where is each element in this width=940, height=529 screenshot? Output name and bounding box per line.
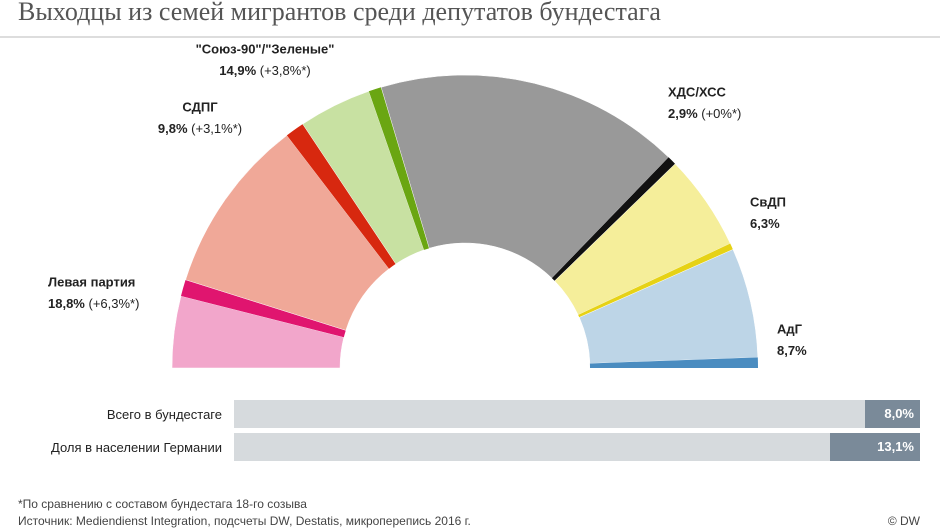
value-label: 8,0% [884,406,914,421]
party-name: АдГ [777,321,803,336]
party-segment [578,249,759,364]
migrant-share [368,87,430,250]
migrant-share [180,279,346,338]
change-label: (+3,8%*) [260,63,311,78]
category-label: Доля в населении Германии [51,439,222,455]
value-label: 14,9% [219,63,256,78]
migrant-share [578,243,733,318]
bar-track: 8,0% [234,400,920,428]
party-segment [554,163,731,316]
party-value: 14,9% (+3,8%*) [219,63,310,78]
value-label: 8,7% [777,343,807,358]
chart-title: Выходцы из семей мигрантов среди депутат… [18,0,661,26]
party-value: 9,8% (+3,1%*) [158,121,242,136]
party-segment [171,295,345,369]
chart: Выходцы из семей мигрантов среди депутат… [0,0,940,369]
party-name: Левая партия [48,274,135,289]
party-segment [380,74,669,279]
bar-track: 13,1% [234,433,920,461]
value-label: 13,1% [877,439,914,454]
party-value: 8,7% [777,343,807,358]
value-label: 2,9% [668,106,698,121]
party-value: 18,8% (+6,3%*) [48,296,139,311]
bar [830,433,920,461]
party-segment [302,90,425,265]
party-value: 6,3% [750,216,780,231]
party-segment [185,135,390,331]
change-label: (+0%*) [701,106,741,121]
migrant-share [551,157,676,281]
value-label: 9,8% [158,121,188,136]
migrant-share [286,124,396,269]
footnote: *По сравнению с составом бундестага 18-г… [18,497,307,511]
party-name: ХДС/ХСС [668,84,726,99]
value-label: 18,8% [48,296,85,311]
party-name: "Союз-90"/"Зеленые" [196,41,335,56]
change-label: (+6,3%*) [89,296,140,311]
value-label: 6,3% [750,216,780,231]
credit: © DW [887,514,920,528]
party-value: 2,9% (+0%*) [668,106,741,121]
comparison-row: Доля в населении Германии 13,1% [0,433,940,461]
party-name: СвДП [750,194,786,209]
migrant-share [589,357,758,368]
category-label: Всего в бундестаге [106,406,222,422]
change-label: (+3,1%*) [191,121,242,136]
source: Источник: Mediendienst Integration, подс… [18,514,471,528]
bar [865,400,920,428]
party-name: СДПГ [182,99,218,114]
comparison-row: Всего в бундестаге 8,0% [0,400,940,428]
